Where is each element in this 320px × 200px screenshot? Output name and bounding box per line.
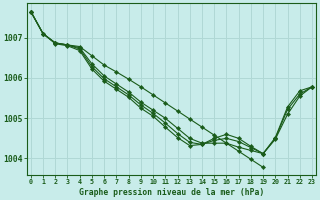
X-axis label: Graphe pression niveau de la mer (hPa): Graphe pression niveau de la mer (hPa) <box>79 188 264 197</box>
